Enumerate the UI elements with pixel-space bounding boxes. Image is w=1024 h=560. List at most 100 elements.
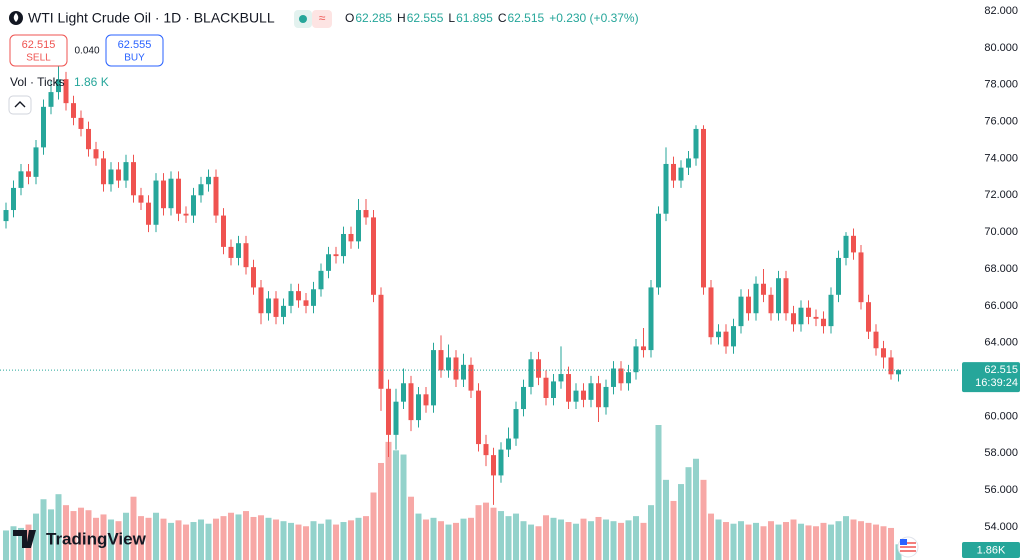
volume-bar: [798, 523, 804, 560]
volume-bar: [145, 517, 152, 560]
volume-bar: [700, 479, 707, 560]
y-tick-label: 54.000: [984, 521, 1018, 533]
candle-body: [558, 374, 564, 382]
candle-body: [123, 162, 129, 181]
volume-bar: [498, 511, 504, 560]
candle-body: [3, 210, 9, 222]
volume-bar: [880, 526, 887, 560]
volume-bar: [333, 524, 339, 560]
candle-body: [416, 394, 421, 421]
buy-label: BUY: [124, 53, 145, 64]
volume-layer: [3, 425, 902, 560]
volume-bar: [183, 524, 189, 560]
collapse-button[interactable]: [8, 95, 32, 115]
volume-bar: [303, 526, 309, 560]
volume-bar: [190, 522, 197, 560]
volume-bar: [685, 467, 692, 560]
volume-bar: [483, 502, 489, 560]
volume-bar: [520, 521, 527, 560]
ohlc-value: 62.555: [407, 11, 444, 25]
candle-body: [821, 318, 826, 327]
volume-bar: [843, 516, 849, 560]
ohlc-label: H: [397, 11, 406, 25]
candle-body: [476, 390, 481, 445]
volume-bar: [243, 511, 249, 560]
volume-bar: [138, 516, 144, 560]
candle-body: [431, 350, 436, 406]
volume-bar: [123, 512, 129, 560]
candle-body: [843, 235, 849, 258]
volume-bar: [3, 530, 9, 560]
volume-title: Vol · Ticks: [10, 75, 65, 89]
candle-body: [408, 383, 414, 421]
volume-bar: [820, 522, 827, 560]
candle-body: [566, 374, 571, 402]
volume-bar: [295, 524, 302, 560]
volume-bar: [850, 519, 857, 560]
candle-body: [378, 294, 384, 389]
volume-bar: [175, 520, 182, 560]
volume-bar: [640, 522, 647, 560]
ohlc-value: 61.895: [456, 11, 493, 25]
volume-bar: [715, 519, 722, 560]
candle-body: [881, 348, 886, 358]
volume-bar: [325, 519, 332, 560]
volume-bar: [753, 522, 759, 560]
candle-body: [161, 180, 166, 209]
volume-bar: [768, 521, 774, 560]
volume-bar: [93, 517, 99, 560]
candle-body: [236, 243, 241, 258]
volume-bar: [775, 524, 782, 560]
candle-body: [281, 305, 286, 317]
volume-bar: [228, 512, 234, 560]
candle-body: [116, 169, 121, 181]
candle-body: [18, 171, 24, 188]
volume-bar: [445, 524, 452, 560]
volume-bar: [745, 524, 752, 560]
candle-body: [543, 377, 549, 398]
volume-bar: [655, 425, 662, 560]
volume-bar: [423, 519, 429, 560]
volume-bar: [760, 526, 767, 560]
volume-bar: [595, 516, 602, 560]
candle-body: [873, 331, 879, 349]
candle-body: [836, 257, 841, 295]
ohlc-label: C: [498, 11, 507, 25]
candle-body: [11, 187, 16, 211]
volume-bar: [783, 522, 789, 560]
sessions-button[interactable]: [312, 10, 332, 28]
volume-bar: [475, 505, 482, 560]
volume-bar: [625, 520, 632, 560]
volume-bar: [888, 527, 894, 560]
candle-body: [258, 287, 264, 314]
sell-button[interactable]: [9, 34, 68, 67]
candle-body: [663, 163, 669, 214]
candle-body: [761, 283, 766, 295]
candle-body: [206, 176, 211, 185]
price-axis: 82.000 80.000 78.000 76.000 74.000 72.000 70.0…: [960, 5, 1020, 533]
volume-bar: [865, 522, 872, 560]
candle-body: [101, 158, 106, 185]
candle-body: [63, 79, 69, 104]
volume-bar: [678, 484, 684, 560]
volume-bar: [198, 519, 204, 560]
volume-bar: [115, 521, 122, 560]
candle-body: [153, 180, 159, 225]
buy-button[interactable]: [105, 34, 164, 67]
volume-bar: [153, 512, 159, 560]
volume-bar: [10, 526, 17, 560]
volume-bar: [648, 505, 654, 560]
volume-bar: [220, 516, 227, 560]
candle-body: [603, 386, 609, 408]
volume-axis-label: 1.86K: [977, 544, 1006, 556]
logo-text: TradingView: [46, 529, 147, 548]
volume-bar: [235, 514, 242, 560]
y-tick-label: 58.000: [984, 447, 1018, 459]
y-tick-label: 56.000: [984, 484, 1018, 496]
volume-bar: [528, 524, 534, 560]
volume-bar: [453, 522, 459, 560]
volume-bar: [70, 511, 77, 560]
volume-bar: [385, 441, 392, 560]
candle-body: [326, 254, 331, 271]
candle-body: [596, 383, 601, 408]
